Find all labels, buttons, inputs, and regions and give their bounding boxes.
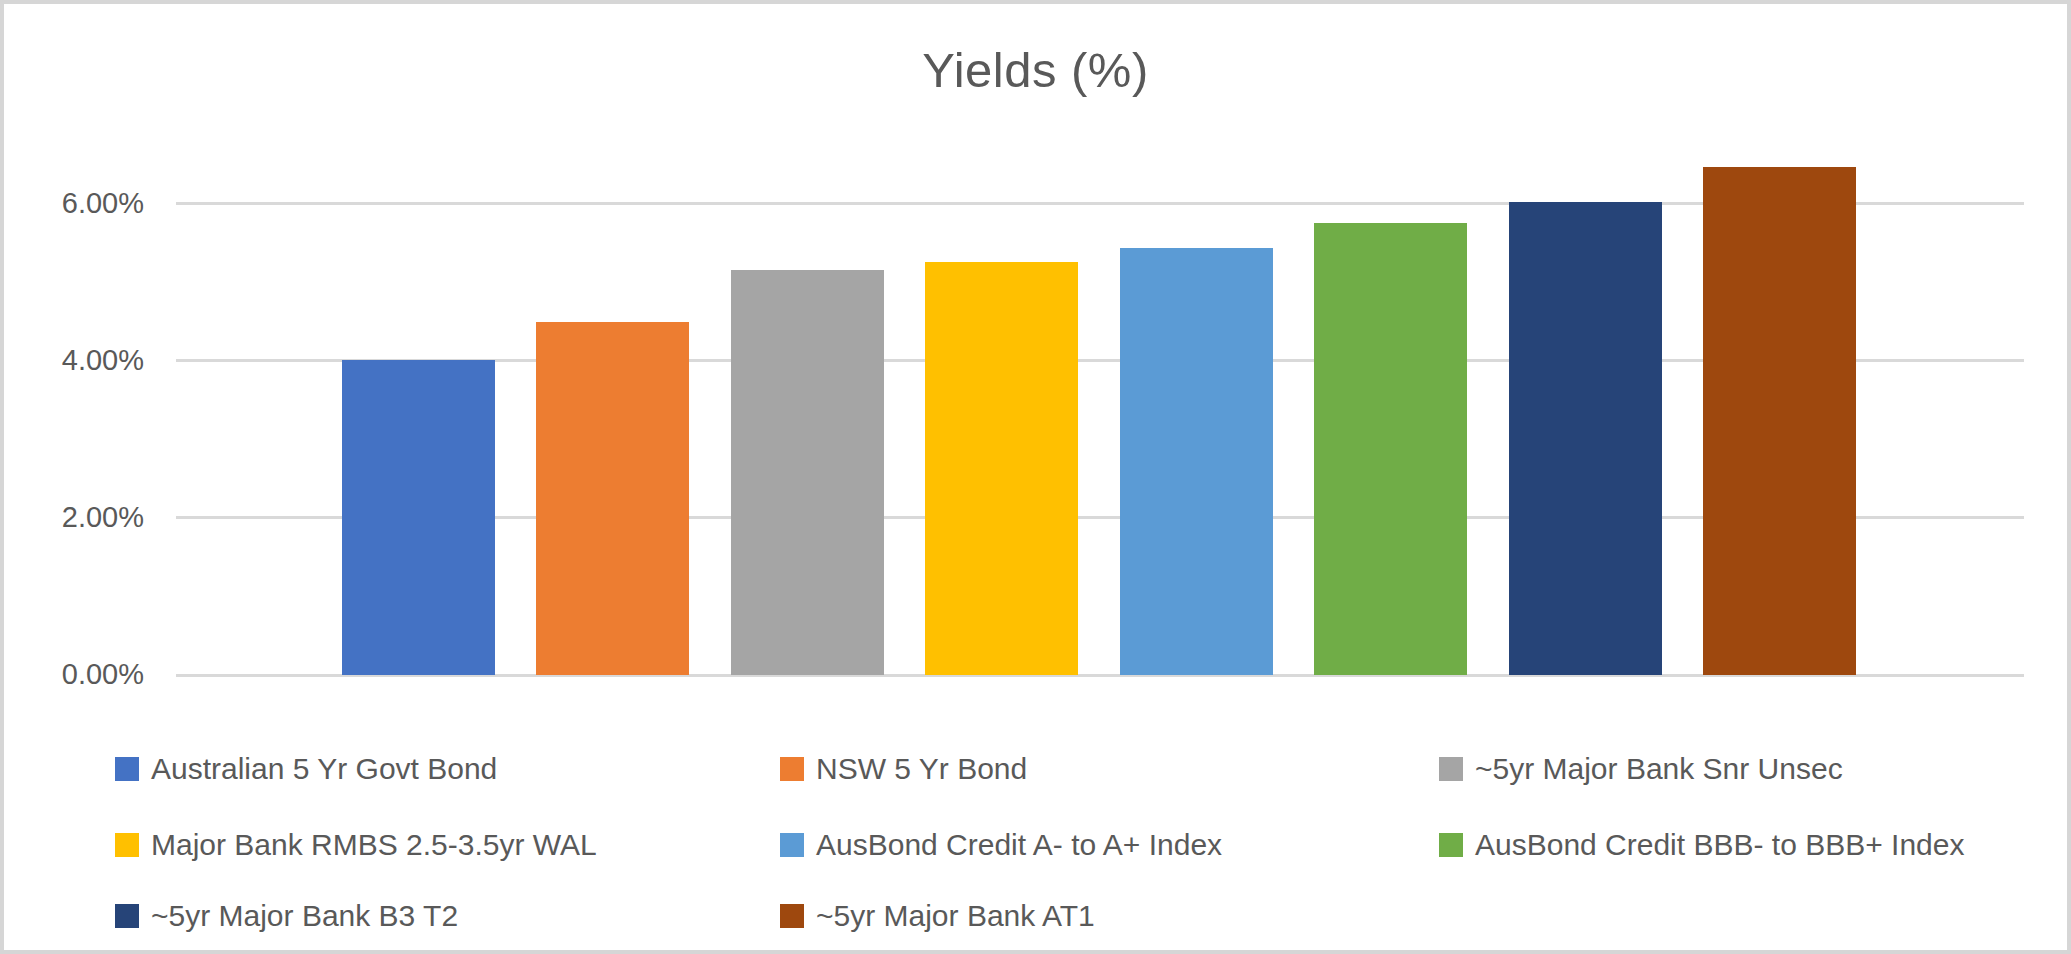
legend-item-major-bank-rmbs-2-5-3-5yr-wal: Major Bank RMBS 2.5-3.5yr WAL	[115, 828, 597, 862]
legend-label: AusBond Credit BBB- to BBB+ Index	[1475, 828, 1964, 862]
bar-5yr-major-bank-b3-t2	[1509, 202, 1662, 675]
legend-item-nsw-5-yr-bond: NSW 5 Yr Bond	[780, 752, 1027, 786]
legend-label: ~5yr Major Bank Snr Unsec	[1475, 752, 1843, 786]
legend-marker-icon	[780, 904, 804, 928]
chart-title: Yields (%)	[4, 42, 2067, 98]
bar-5yr-major-bank-at1	[1703, 167, 1856, 675]
legend-item-5yr-major-bank-at1: ~5yr Major Bank AT1	[780, 899, 1095, 933]
bar-ausbond-credit-a-to-a-index	[1120, 248, 1273, 675]
legend-item-ausbond-credit-a-to-a-index: AusBond Credit A- to A+ Index	[780, 828, 1222, 862]
legend-item-5yr-major-bank-b3-t2: ~5yr Major Bank B3 T2	[115, 899, 458, 933]
legend-marker-icon	[115, 833, 139, 857]
legend-marker-icon	[780, 757, 804, 781]
legend-item-ausbond-credit-bbb-to-bbb-index: AusBond Credit BBB- to BBB+ Index	[1439, 828, 1964, 862]
bar-5yr-major-bank-snr-unsec	[731, 270, 884, 675]
legend-label: NSW 5 Yr Bond	[816, 752, 1027, 786]
legend-label: ~5yr Major Bank AT1	[816, 899, 1095, 933]
y-tick-label: 6.00%	[4, 187, 144, 220]
legend-marker-icon	[1439, 757, 1463, 781]
bar-major-bank-rmbs-2-5-3-5yr-wal	[925, 262, 1078, 675]
y-tick-label: 0.00%	[4, 658, 144, 691]
legend-marker-icon	[780, 833, 804, 857]
legend-item-5yr-major-bank-snr-unsec: ~5yr Major Bank Snr Unsec	[1439, 752, 1843, 786]
bar-nsw-5-yr-bond	[536, 322, 689, 675]
y-tick-label: 4.00%	[4, 344, 144, 377]
y-tick-label: 2.00%	[4, 501, 144, 534]
legend-marker-icon	[115, 757, 139, 781]
legend-item-australian-5-yr-govt-bond: Australian 5 Yr Govt Bond	[115, 752, 497, 786]
legend-label: Australian 5 Yr Govt Bond	[151, 752, 497, 786]
legend-marker-icon	[1439, 833, 1463, 857]
bar-australian-5-yr-govt-bond	[342, 360, 495, 675]
legend-label: Major Bank RMBS 2.5-3.5yr WAL	[151, 828, 597, 862]
chart-container: Yields (%) 0.00% 2.00% 4.00% 6.00% Australi…	[0, 0, 2071, 954]
legend-marker-icon	[115, 904, 139, 928]
legend-label: ~5yr Major Bank B3 T2	[151, 899, 458, 933]
legend-label: AusBond Credit A- to A+ Index	[816, 828, 1222, 862]
bar-ausbond-credit-bbb-to-bbb-index	[1314, 223, 1467, 675]
